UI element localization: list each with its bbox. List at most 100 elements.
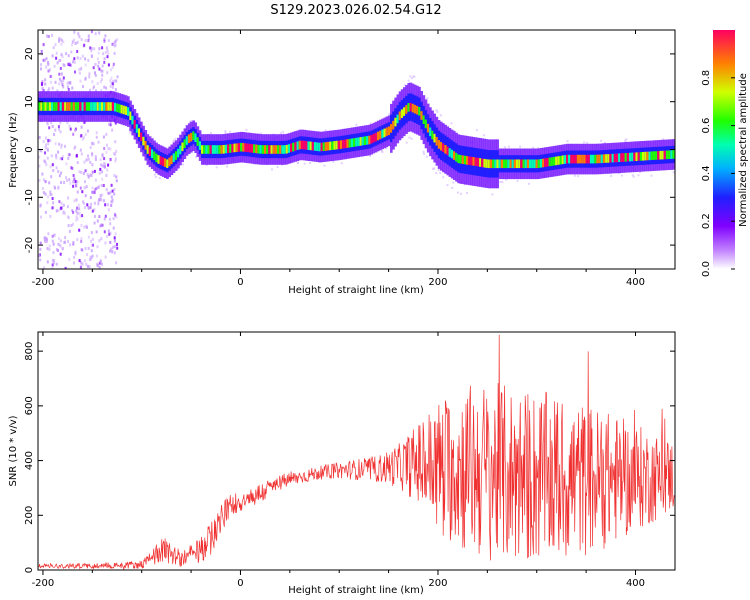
noise-dot	[58, 82, 61, 86]
noise-dot	[84, 180, 86, 184]
noise-dot	[72, 241, 75, 245]
y-tick-label: 10	[24, 95, 35, 108]
noise-dot	[42, 43, 45, 47]
ridge-core	[631, 152, 634, 162]
noise-dot	[60, 42, 63, 46]
noise-dot	[61, 247, 64, 251]
ridge-core	[250, 144, 254, 153]
ridge-core	[581, 154, 584, 164]
noise-dot	[42, 58, 45, 62]
noise-dot	[71, 209, 74, 212]
noise-dot	[65, 162, 68, 166]
noise-dot	[111, 189, 114, 193]
ridge-core	[192, 131, 195, 140]
ridge-core	[498, 159, 502, 169]
noise-dot	[84, 39, 87, 42]
noise-dot	[89, 160, 92, 164]
ridge-core	[77, 102, 80, 111]
ridge-core	[350, 138, 354, 148]
ridge-core	[329, 141, 332, 151]
noise-dot	[55, 153, 58, 157]
noise-dot	[69, 243, 72, 247]
noise-dot	[70, 224, 73, 227]
noise-dot	[80, 237, 83, 241]
noise-dot	[113, 239, 116, 243]
ridge-core	[122, 105, 126, 115]
noise-dot	[99, 260, 102, 263]
ridge-core	[665, 150, 669, 160]
ridge-core	[303, 140, 306, 150]
sidelobe-dot	[435, 109, 438, 112]
ridge-core	[109, 102, 113, 111]
noise-dot	[97, 64, 100, 68]
ridge-core	[235, 143, 239, 152]
sidelobe-dot	[600, 139, 603, 142]
ridge-core	[253, 144, 256, 153]
ridge-core	[626, 152, 630, 162]
noise-dot	[59, 252, 62, 256]
noise-dot	[104, 50, 107, 54]
noise-dot	[76, 40, 79, 44]
ridge-core	[472, 157, 476, 166]
ridge-core	[46, 102, 50, 111]
noise-dot	[88, 265, 91, 269]
noise-dot	[38, 136, 41, 139]
noise-dot	[110, 68, 113, 72]
ridge-core	[333, 141, 337, 150]
colorbar-tick-label: 0.8	[701, 70, 712, 86]
ridge-core	[435, 137, 439, 146]
noise-dot	[46, 34, 49, 38]
ridge-core	[368, 135, 371, 145]
sidelobe-dot	[625, 138, 628, 141]
ridge-core	[600, 154, 604, 164]
ridge-core	[557, 156, 560, 165]
noise-dot	[111, 80, 114, 84]
noise-dot	[40, 82, 43, 85]
noise-dot	[48, 87, 51, 91]
ridge-core	[279, 145, 282, 154]
noise-dot	[87, 206, 90, 210]
ridge-core	[607, 154, 610, 163]
noise-dot	[100, 69, 103, 73]
noise-dot	[113, 51, 116, 55]
ridge-core	[670, 150, 673, 159]
noise-dot	[96, 262, 98, 266]
noise-dot	[55, 166, 58, 170]
ridge-core	[405, 105, 408, 114]
noise-dot	[96, 219, 99, 223]
ridge-core	[644, 151, 647, 161]
noise-dot	[62, 85, 65, 89]
ridge-core	[335, 140, 339, 150]
x-tick-label: 0	[237, 277, 243, 288]
ridge-core	[120, 104, 124, 114]
noise-dot	[106, 49, 109, 53]
ridge-core	[266, 145, 269, 154]
ridge-core	[544, 158, 547, 167]
noise-dot	[78, 207, 81, 211]
sidelobe-dot	[229, 130, 232, 133]
noise-dot	[74, 129, 76, 133]
noise-dot	[89, 46, 92, 50]
ridge-core	[605, 154, 608, 163]
ridge-core	[494, 159, 497, 169]
ridge-core	[44, 102, 48, 111]
ridge-core	[224, 144, 228, 154]
sidelobe-dot	[426, 97, 429, 100]
noise-dot	[67, 81, 70, 85]
noise-dot	[69, 181, 72, 185]
noise-dot	[113, 192, 116, 196]
noise-dot	[50, 175, 53, 179]
noise-dot	[44, 58, 46, 62]
ridge-core	[487, 159, 491, 169]
ridge-core	[259, 145, 263, 154]
noise-dot	[81, 137, 84, 141]
noise-dot	[115, 179, 118, 183]
ridge-core	[650, 151, 654, 160]
noise-dot	[103, 199, 105, 203]
noise-dot	[40, 215, 42, 219]
ridge-core	[133, 120, 137, 129]
noise-dot	[51, 33, 53, 37]
noise-dot	[90, 243, 93, 247]
noise-dot	[112, 217, 115, 221]
sidelobe-dot	[271, 168, 273, 171]
